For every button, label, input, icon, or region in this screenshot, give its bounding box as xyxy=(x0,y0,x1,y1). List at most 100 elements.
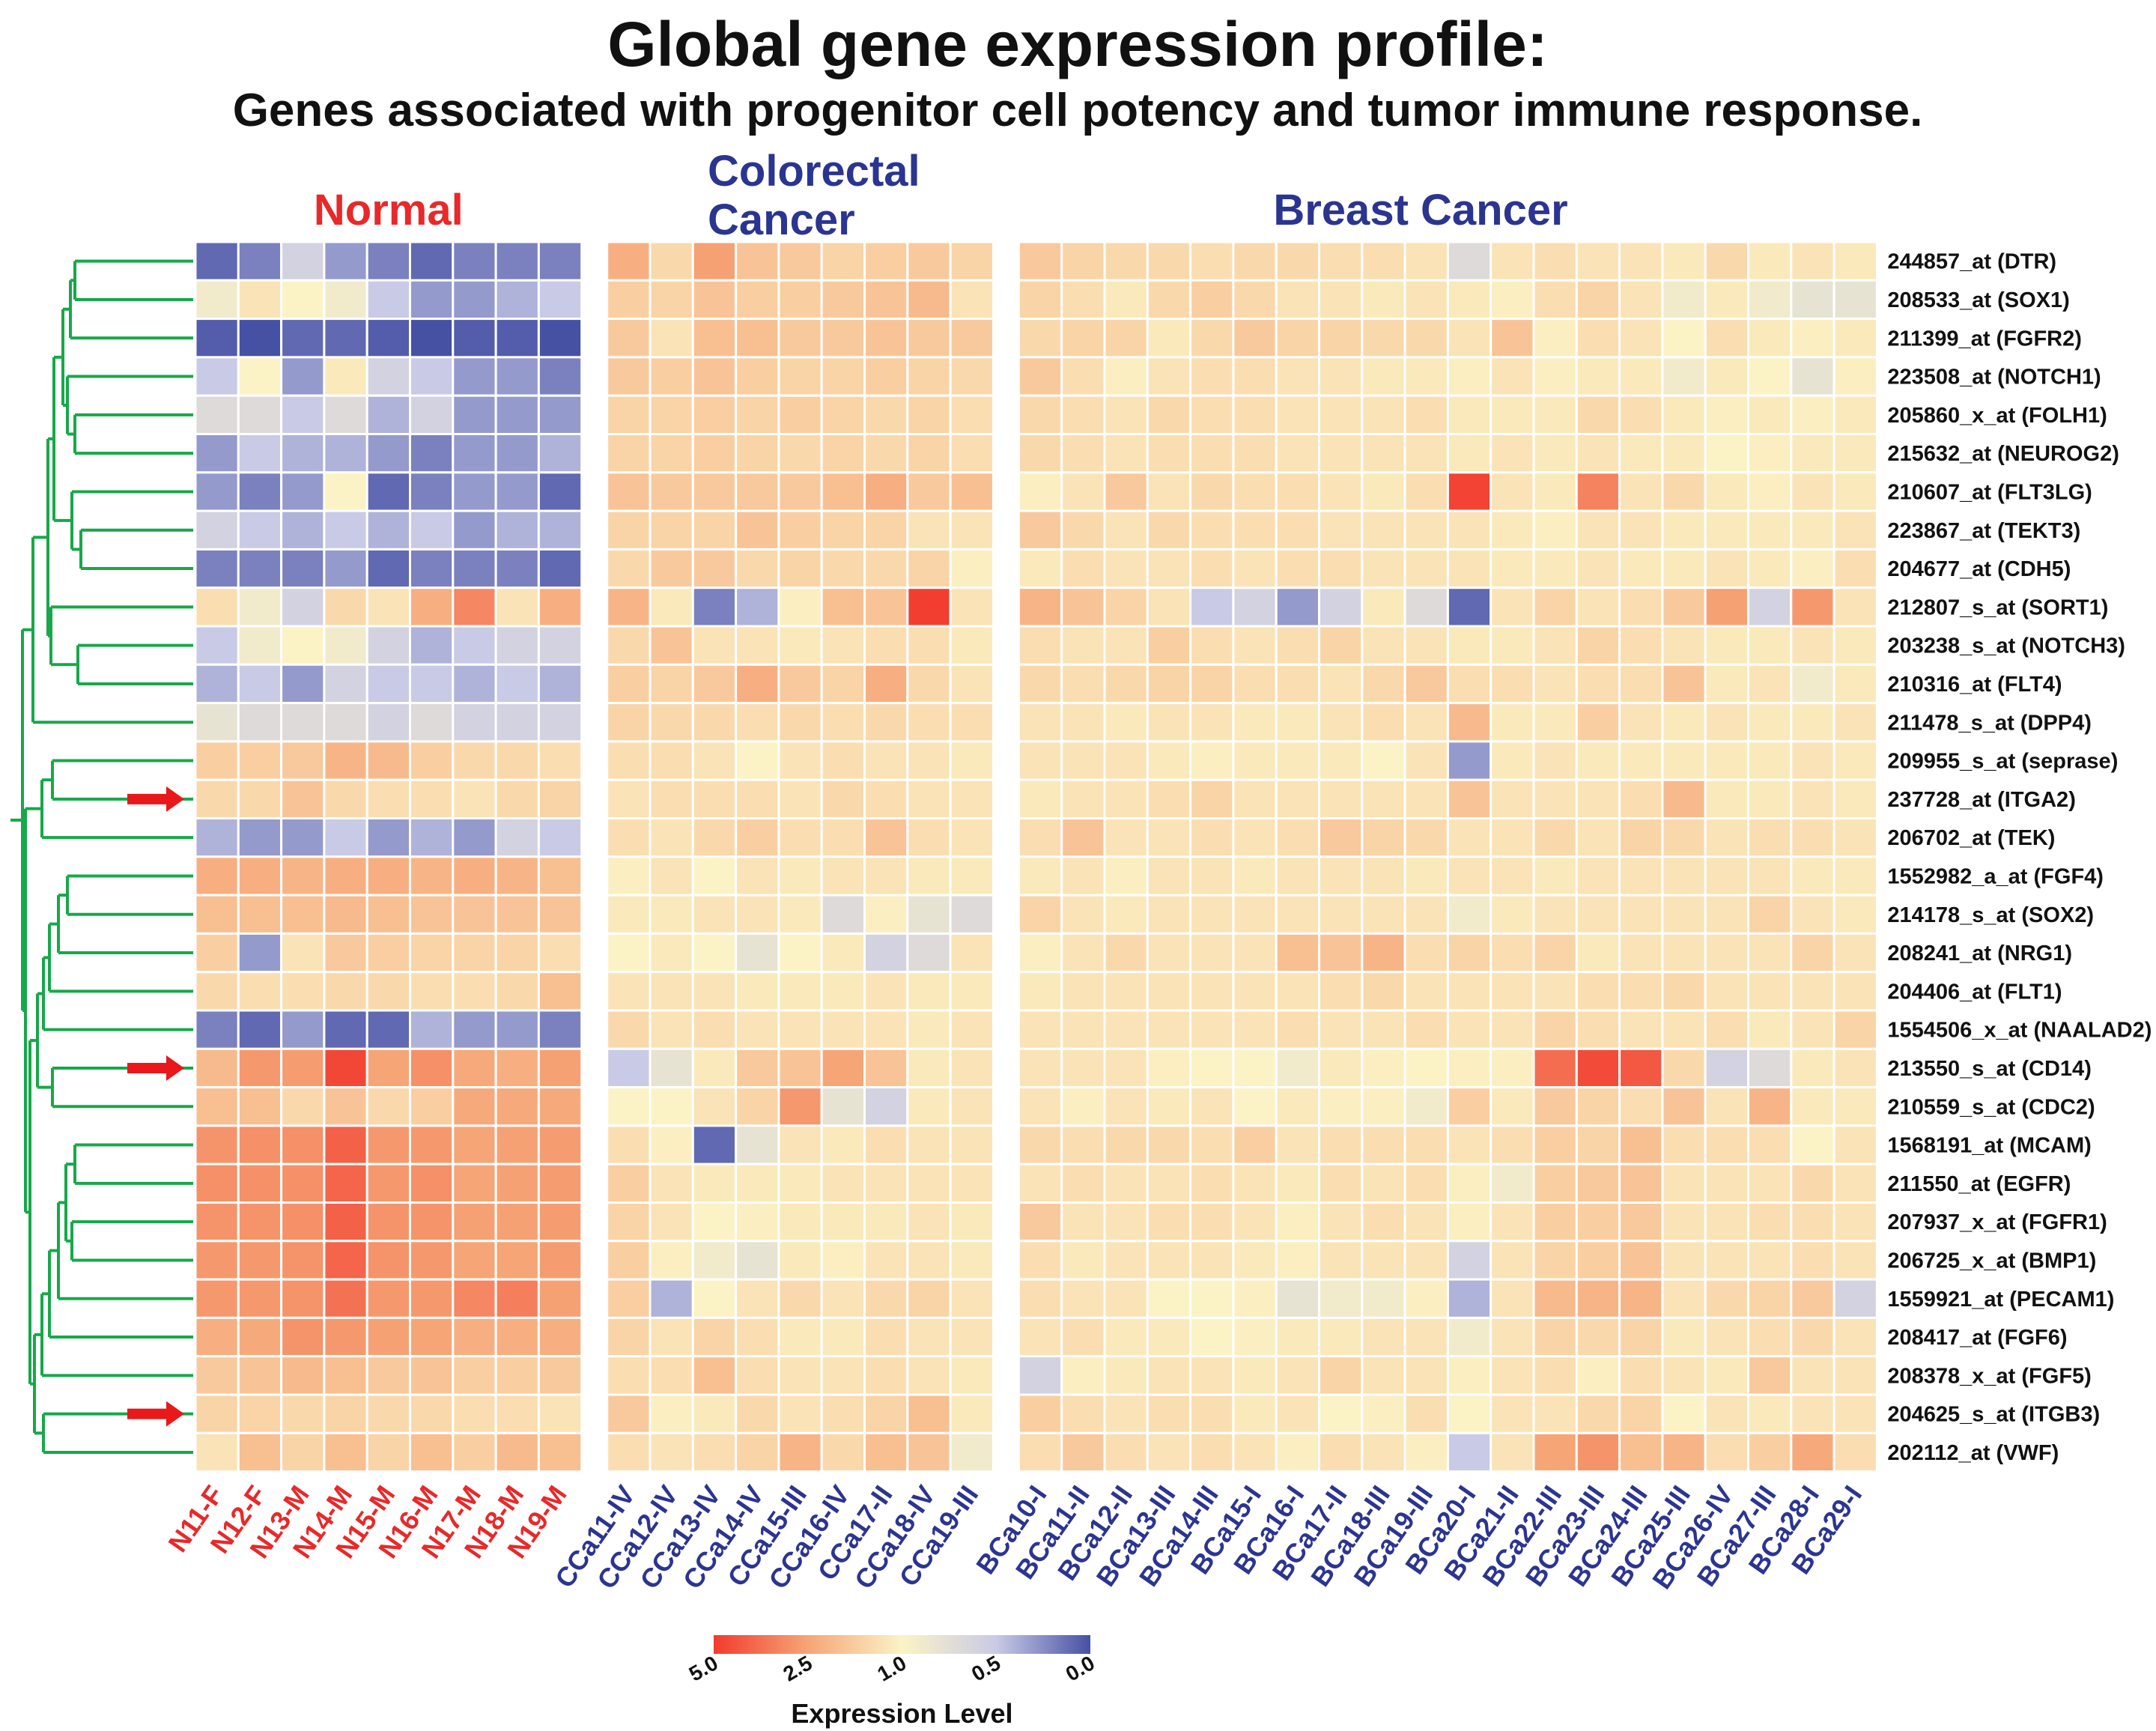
heatmap-cell xyxy=(606,279,652,321)
heatmap-cell xyxy=(1403,1355,1449,1396)
heatmap-cell xyxy=(863,240,909,282)
heatmap-cell xyxy=(1146,778,1192,819)
heatmap-cell xyxy=(1103,586,1149,628)
heatmap-cell xyxy=(649,394,694,436)
heatmap-cell xyxy=(1446,433,1493,474)
heatmap-cell xyxy=(1189,1086,1235,1127)
gene-label: 204625_s_at (ITGB3) xyxy=(1887,1403,2100,1427)
heatmap-cell xyxy=(1361,1316,1406,1358)
heatmap-cell xyxy=(1704,471,1749,512)
heatmap-cell xyxy=(1017,740,1063,781)
heatmap-cell xyxy=(1661,548,1707,589)
heatmap-cell xyxy=(777,855,823,897)
heatmap-cell xyxy=(691,740,738,781)
heatmap-cell xyxy=(735,740,780,781)
heatmap-cell xyxy=(691,471,738,512)
heatmap-cell xyxy=(606,318,652,359)
heatmap-cell xyxy=(409,1431,455,1473)
heatmap-cell xyxy=(1361,548,1406,589)
heatmap-cell xyxy=(1361,740,1406,781)
heatmap-cell xyxy=(820,586,866,628)
heatmap-cell xyxy=(1017,817,1063,858)
heatmap-cell xyxy=(649,894,694,935)
heatmap-cell xyxy=(409,471,455,512)
heatmap-cell xyxy=(194,318,240,359)
heatmap-cell xyxy=(494,894,540,935)
heatmap-cell xyxy=(863,1124,909,1165)
heatmap-cell xyxy=(863,1086,909,1127)
heatmap-cell xyxy=(280,1162,326,1204)
heatmap-cell xyxy=(1575,663,1621,705)
heatmap-cell xyxy=(777,740,823,781)
heatmap-cell xyxy=(1532,971,1578,1012)
heatmap-cell xyxy=(1403,625,1449,666)
heatmap-cell xyxy=(1103,1393,1149,1434)
heatmap-cell xyxy=(949,932,995,974)
heatmap-cell xyxy=(691,894,738,935)
heatmap-cell xyxy=(1790,240,1835,282)
heatmap-cell xyxy=(1832,971,1878,1012)
heatmap-cell xyxy=(1403,1316,1449,1358)
heatmap-cell xyxy=(1618,1278,1664,1319)
heatmap-cell xyxy=(409,279,455,321)
heatmap-cell xyxy=(1490,240,1535,282)
heatmap-cell xyxy=(194,1278,240,1319)
heatmap-cell xyxy=(691,932,738,974)
heatmap-cell xyxy=(1532,1086,1578,1127)
heatmap-cell xyxy=(1618,548,1664,589)
heatmap-cell xyxy=(1275,279,1320,321)
heatmap-cell xyxy=(1232,586,1278,628)
heatmap-cell xyxy=(1832,509,1878,551)
heatmap-cell xyxy=(537,778,583,819)
heatmap-cell xyxy=(1017,1086,1063,1127)
heatmap-cell xyxy=(409,1201,455,1243)
heatmap-cell xyxy=(1103,471,1149,512)
heatmap-cell xyxy=(1790,625,1835,666)
heatmap-cell xyxy=(1532,548,1578,589)
heatmap-cell xyxy=(1446,778,1493,819)
heatmap-cell xyxy=(777,1316,823,1358)
heatmap-cell xyxy=(1446,740,1493,781)
heatmap-cell xyxy=(194,394,240,436)
heatmap-cell xyxy=(735,548,780,589)
heatmap-cell xyxy=(1017,663,1063,705)
heatmap-cell xyxy=(1232,1009,1278,1050)
heatmap-cell xyxy=(820,240,866,282)
heatmap-cell xyxy=(537,1201,583,1243)
heatmap-cell xyxy=(1490,1431,1535,1473)
heatmap-cell xyxy=(452,625,497,666)
heatmap-cell xyxy=(280,1278,326,1319)
heatmap-cell xyxy=(1361,894,1406,935)
heatmap-cell xyxy=(1446,509,1493,551)
heatmap-cell xyxy=(1361,855,1406,897)
gene-label: 209955_s_at (seprase) xyxy=(1887,750,2118,774)
heatmap-cell xyxy=(1790,778,1835,819)
heatmap-cell xyxy=(409,1240,455,1281)
heatmap-cell xyxy=(1661,778,1707,819)
heatmap-cell xyxy=(735,971,780,1012)
heatmap-cell xyxy=(409,702,455,743)
heatmap-cell xyxy=(237,1124,283,1165)
heatmap-cell xyxy=(691,1316,738,1358)
heatmap-cell xyxy=(691,1086,738,1127)
heatmap-cell xyxy=(735,932,780,974)
heatmap-cell xyxy=(1446,1393,1493,1434)
heatmap-cell xyxy=(537,1316,583,1358)
heatmap-cell xyxy=(906,1431,952,1473)
heatmap-cell xyxy=(1661,356,1707,397)
heatmap-cell xyxy=(323,1393,368,1434)
heatmap-cell xyxy=(649,740,694,781)
heatmap-cell xyxy=(949,1009,995,1050)
heatmap-cell xyxy=(1403,433,1449,474)
heatmap-cell xyxy=(649,1393,694,1434)
heatmap-cell xyxy=(691,625,738,666)
heatmap-cell xyxy=(365,1240,412,1281)
heatmap-cell xyxy=(949,586,995,628)
heatmap-cell xyxy=(906,778,952,819)
heatmap-cell xyxy=(863,1355,909,1396)
heatmap-cell xyxy=(323,625,368,666)
heatmap-cell xyxy=(1318,1278,1364,1319)
heatmap-cell xyxy=(777,1201,823,1243)
heatmap-cell xyxy=(1361,1009,1406,1050)
